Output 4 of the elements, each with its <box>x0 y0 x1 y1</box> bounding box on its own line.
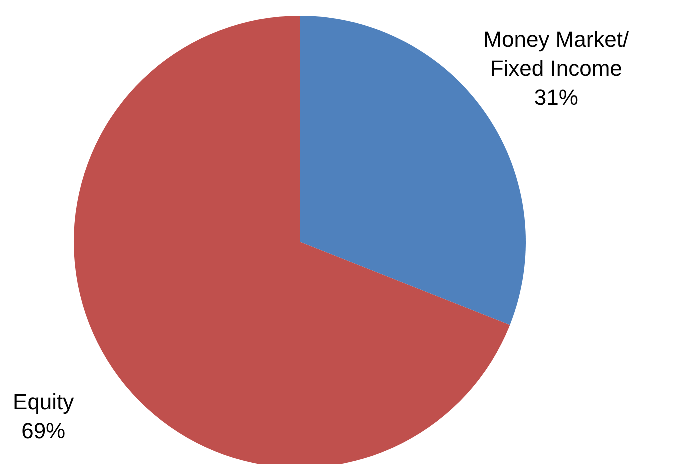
slice-label: Money Market/Fixed Income <box>484 26 630 80</box>
data-label: 31% <box>534 84 578 110</box>
data-label: 69% <box>22 418 66 444</box>
slice-label: Equity <box>13 389 74 414</box>
